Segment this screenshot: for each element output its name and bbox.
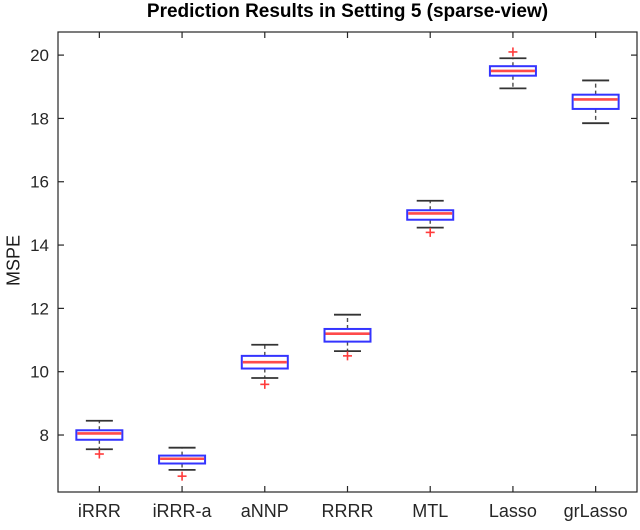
y-axis-label: MSPE [3, 235, 24, 287]
box-grLasso [571, 93, 620, 110]
x-tick-label: Lasso [489, 501, 537, 521]
y-tick-label: 18 [30, 109, 49, 128]
axes-border [57, 31, 638, 493]
y-tick-label: 20 [30, 46, 49, 65]
x-tick-label: aNNP [241, 501, 289, 521]
box-MTL [406, 209, 455, 221]
x-tick-label: iRRR [78, 501, 121, 521]
y-tick-label: 12 [30, 299, 49, 318]
x-tick-label: RRRR [322, 501, 374, 521]
y-tick-label: 10 [30, 363, 49, 382]
y-tick-label: 8 [40, 426, 49, 445]
y-tick-label: 16 [30, 173, 49, 192]
chart-title: Prediction Results in Setting 5 (sparse-… [146, 1, 549, 22]
box-iRRR [75, 429, 124, 441]
x-tick-label: MTL [412, 501, 448, 521]
x-tick-label: iRRR-a [153, 501, 213, 521]
x-tick-label: grLasso [564, 501, 628, 521]
box-RRRR [323, 327, 372, 343]
y-tick-label: 14 [30, 236, 49, 255]
